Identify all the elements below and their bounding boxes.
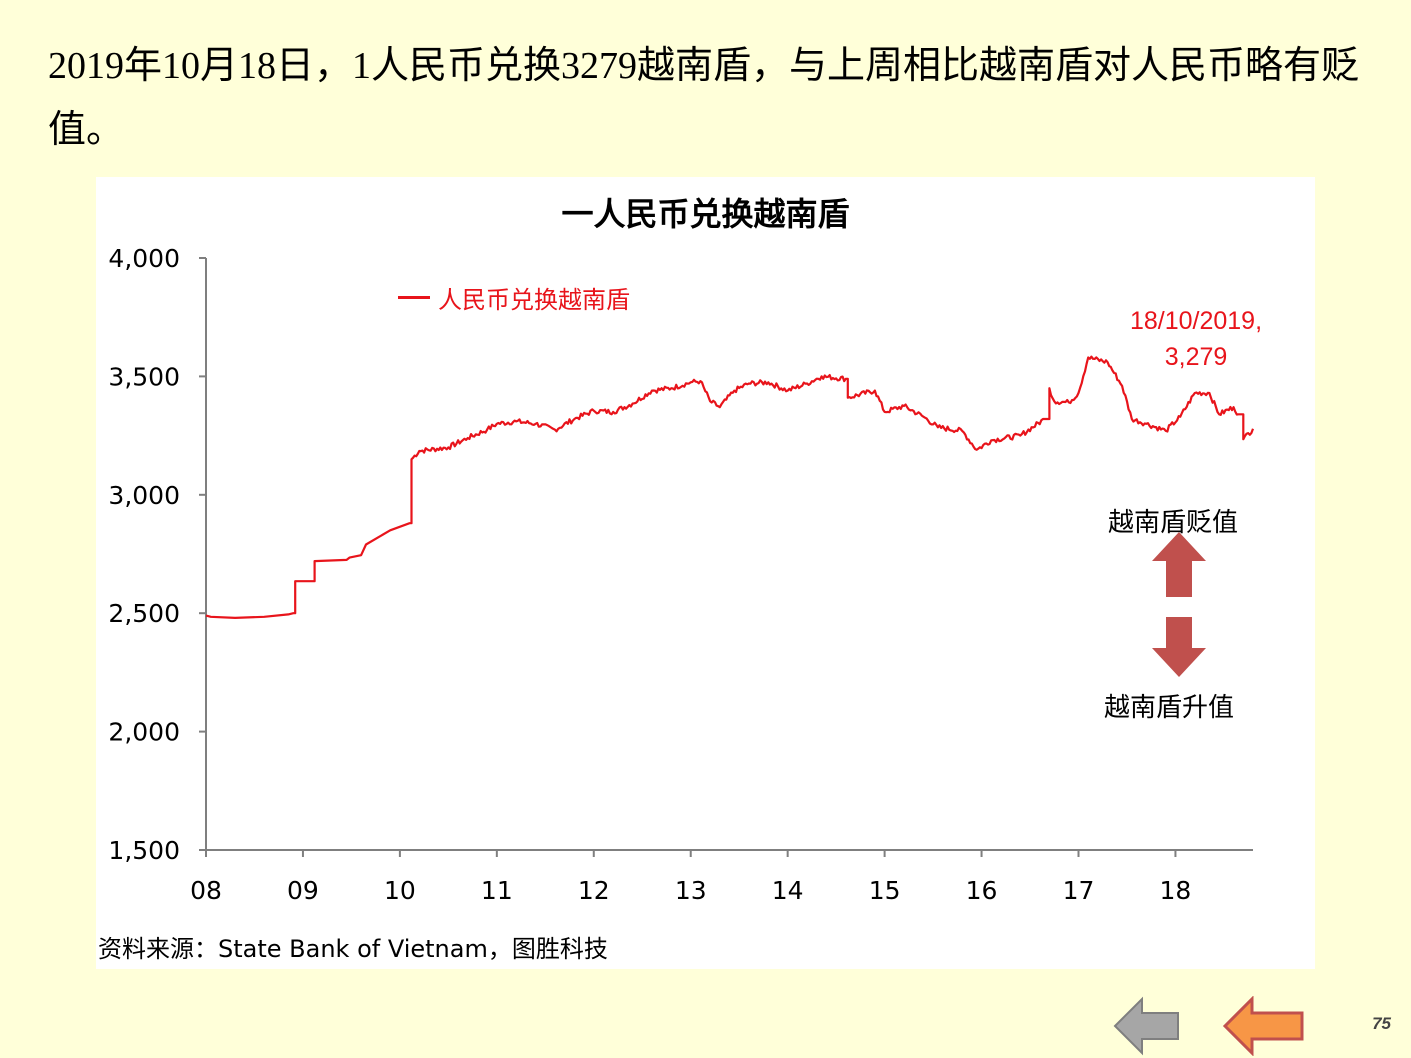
x-tick-label: 15: [869, 876, 901, 905]
y-tick-label: 2,500: [108, 599, 180, 628]
y-tick-label: 4,000: [108, 244, 180, 273]
page-number: 75: [1372, 1014, 1391, 1033]
x-tick-label: 09: [287, 876, 319, 905]
x-tick-label: 18: [1160, 876, 1192, 905]
depreciation-label: 越南盾贬值: [1108, 508, 1239, 538]
headline-text: 2019年10月18日，1人民币兑换3279越南盾，与上周相比越南盾对人民币略有…: [48, 45, 1360, 151]
chart-legend: 人民币兑换越南盾: [398, 280, 630, 315]
appreciation-label: 越南盾升值: [1104, 693, 1235, 723]
x-tick-label: 10: [384, 876, 416, 905]
up-arrow-icon: [1152, 532, 1206, 597]
x-tick-label: 11: [481, 876, 513, 905]
x-tick-label: 12: [578, 876, 610, 905]
chart-panel: 4,000 3,500 3,000 2,500 2,000 1,500 08 09 10 11 12…: [96, 177, 1315, 969]
latest-value-annotation: 18/10/2019, 3,279: [1096, 303, 1296, 375]
down-arrow-icon: [1152, 617, 1206, 677]
source-note: 资料来源：State Bank of Vietnam，图胜科技: [98, 935, 608, 963]
legend-label: 人民币兑换越南盾: [438, 286, 630, 314]
annotation-value: 3,279: [1164, 343, 1228, 371]
x-tick-label: 17: [1063, 876, 1095, 905]
legend-swatch: [398, 296, 430, 299]
x-tick-label: 14: [772, 876, 804, 905]
x-tick-label: 16: [966, 876, 998, 905]
next-page-button[interactable]: [1222, 996, 1306, 1056]
y-tick-label: 2,000: [108, 718, 180, 747]
x-tick-label: 13: [675, 876, 707, 905]
x-tick-label: 08: [190, 876, 222, 905]
prev-page-button[interactable]: [1112, 996, 1182, 1056]
gray-left-arrow-icon: [1113, 996, 1179, 1056]
annotation-date: 18/10/2019,: [1129, 307, 1263, 335]
series-line: [205, 355, 1255, 619]
orange-left-arrow-icon: [1222, 996, 1304, 1056]
y-tick-label: 3,500: [108, 362, 180, 391]
exchange-rate-chart: 4,000 3,500 3,000 2,500 2,000 1,500 08 09 10 11 12…: [108, 244, 1255, 905]
y-tick-label: 3,000: [108, 481, 180, 510]
y-tick-label: 1,500: [108, 836, 180, 865]
chart-title: 一人民币兑换越南盾: [561, 195, 850, 233]
